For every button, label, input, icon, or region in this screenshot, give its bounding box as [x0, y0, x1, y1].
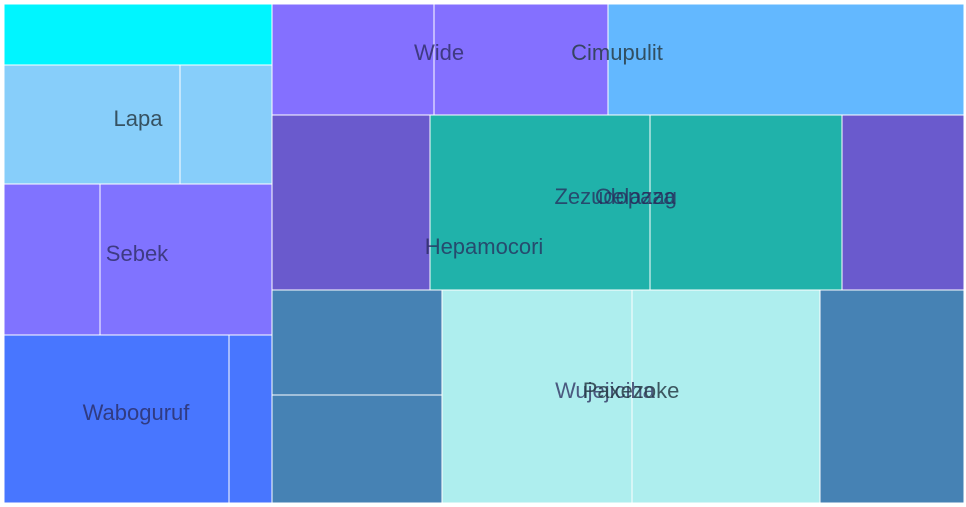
treemap-cell — [631, 289, 821, 504]
treemap-cell — [607, 3, 965, 116]
treemap-cell — [271, 394, 443, 504]
treemap-cell — [433, 3, 609, 116]
treemap-label: Wide — [414, 40, 464, 65]
treemap-label: Paxezoke — [583, 378, 680, 403]
treemap-label: Lapa — [114, 106, 164, 131]
treemap-cell — [271, 114, 431, 291]
treemap-cell — [3, 3, 273, 66]
treemap-cell — [441, 289, 633, 504]
treemap-cell — [649, 114, 843, 291]
treemap-label: Zezudopaza — [554, 184, 676, 209]
treemap-label: Cimupulit — [571, 40, 663, 65]
treemap-cell — [179, 64, 273, 185]
treemap-cell — [271, 3, 435, 116]
treemap-cell — [429, 114, 651, 291]
treemap-cell — [99, 183, 273, 336]
treemap-label: Wujejiciha — [555, 378, 656, 403]
treemap-cell — [3, 334, 230, 504]
treemap-cell — [3, 64, 181, 185]
treemap-cell — [841, 114, 965, 291]
treemap-cell — [819, 289, 965, 504]
treemap-label: Sebek — [106, 241, 169, 266]
treemap-cell — [271, 289, 443, 396]
treemap-label: Oelazag — [595, 184, 677, 209]
treemap-label: Hepamocori — [425, 234, 544, 259]
treemap-cell — [3, 183, 101, 336]
treemap-cell — [228, 334, 273, 504]
treemap-label: Waboguruf — [83, 400, 191, 425]
